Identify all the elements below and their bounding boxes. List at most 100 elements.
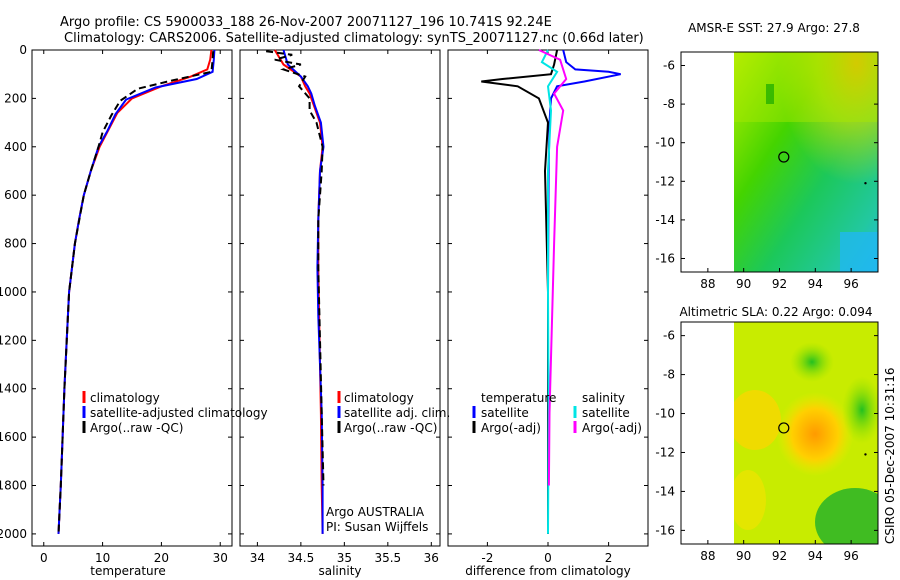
sla-field-south-low [815, 488, 878, 544]
island-dot [864, 182, 867, 185]
legend-label-satellite: satellite adj. clim. [344, 406, 450, 420]
temperature-legend: climatology satellite-adjusted climatolo… [82, 391, 268, 435]
header-line-1: Argo profile: CS 5900033_188 26-Nov-2007… [60, 15, 552, 30]
map-y-tick-label: -12 [655, 445, 675, 459]
map-x-tick-label: 88 [700, 549, 715, 563]
map-x-tick-label: 94 [808, 549, 823, 563]
temperature-axes-frame [31, 49, 233, 547]
series-line-satellite-adjusted-climatology [57, 49, 216, 534]
map-y-tick-label: -16 [655, 523, 675, 537]
sla-map-title: Altimetric SLA: 0.22 Argo: 0.094 [679, 305, 872, 319]
x-tick-label: 0 [544, 551, 552, 565]
sla-field-north-low [790, 342, 834, 382]
legend-label-sal-argo: Argo(-adj) [582, 421, 642, 435]
map-y-tick-label: -8 [663, 97, 675, 111]
sst-field [734, 52, 878, 272]
map-y-tick-label: -14 [655, 213, 675, 227]
legend-heading-temperature: temperature [481, 391, 556, 405]
x-tick-label: 0 [40, 551, 48, 565]
series-line-salinity-argo-adj- [538, 49, 568, 486]
csiro-timestamp: CSIRO 05-Dec-2007 10:31:16 [883, 367, 897, 544]
argo-annotation-line-1: Argo AUSTRALIA [326, 505, 425, 519]
map-y-tick-label: -14 [655, 484, 675, 498]
map-x-tick-label: 94 [808, 277, 823, 291]
map-x-tick-label: 92 [772, 277, 787, 291]
y-tick-label: 1600 [0, 430, 27, 444]
legend-label-climatology: climatology [90, 391, 160, 405]
map-y-tick-label: -10 [655, 136, 675, 150]
sst-argo-position-marker [778, 151, 790, 163]
map-x-tick-label: 92 [772, 549, 787, 563]
map-x-tick-label: 88 [700, 277, 715, 291]
salinity-panel: 34 34.5 35 35.5 36 salinity climatology sate… [239, 49, 450, 578]
sla-field-east-low [842, 376, 878, 444]
legend-label-argo: Argo(..raw -QC) [90, 421, 183, 435]
y-tick-label: 1000 [0, 285, 27, 299]
map-x-tick-label: 96 [843, 277, 858, 291]
series-line-climatology [273, 49, 324, 534]
temperature-panel: 0 10 20 30 0 200 400 600 800 1000 1200 1400 1600 1800… [0, 43, 268, 578]
x-tick-label: 20 [154, 551, 169, 565]
sst-field-north-band [734, 52, 878, 122]
x-tick-label: 10 [95, 551, 110, 565]
x-tick-label: 35 [337, 551, 352, 565]
map-y-tick-label: -8 [663, 368, 675, 382]
legend-label-temp-argo: Argo(-adj) [481, 421, 541, 435]
x-tick-label: 2 [605, 551, 613, 565]
difference-xlabel: difference from climatology [465, 564, 631, 578]
y-tick-label: 200 [4, 91, 27, 105]
series-line-salinity-satellite [540, 49, 559, 534]
sla-field-southwest [734, 470, 766, 530]
sla-map-panel: Altimetric SLA: 0.22 Argo: 0.094 88 90 92 9… [655, 305, 879, 563]
sla-argo-position-marker [778, 422, 790, 434]
y-tick-label: 400 [4, 140, 27, 154]
legend-label-temp-satellite: satellite [481, 406, 529, 420]
map-y-tick-label: -16 [655, 251, 675, 265]
x-tick-label: 34.5 [288, 551, 315, 565]
x-tick-label: -2 [481, 551, 493, 565]
y-tick-label: 0 [19, 43, 27, 57]
series-line-temperature-argo-adj- [481, 49, 559, 534]
sst-map-title: AMSR-E SST: 27.9 Argo: 27.8 [688, 21, 860, 35]
map-y-tick-label: -12 [655, 174, 675, 188]
legend-label-argo: Argo(..raw -QC) [344, 421, 437, 435]
x-tick-label: 35.5 [374, 551, 401, 565]
legend-label-satellite: satellite-adjusted climatology [90, 406, 268, 420]
legend-label-climatology: climatology [344, 391, 414, 405]
map-y-tick-label: -10 [655, 407, 675, 421]
map-y-tick-label: -6 [663, 329, 675, 343]
sst-field-cool-cell [766, 84, 774, 104]
difference-panel: -2 0 2 difference from climatology tempera… [447, 49, 649, 578]
x-tick-label: 30 [213, 551, 228, 565]
island-dot [864, 453, 867, 456]
sst-map-panel: AMSR-E SST: 27.9 Argo: 27.8 88 90 92 94 96 -6… [655, 21, 879, 291]
series-line-argo-raw-qc- [265, 50, 325, 486]
map-y-tick-label: -6 [663, 59, 675, 73]
salinity-xlabel: salinity [318, 564, 361, 578]
salinity-axes-frame [239, 49, 441, 547]
sla-field [734, 322, 878, 544]
salinity-legend: climatology satellite adj. clim. Argo(..… [337, 391, 450, 435]
series-line-temperature-satellite [547, 49, 621, 534]
map-x-tick-label: 90 [736, 549, 751, 563]
header-line-2: Climatology: CARS2006. Satellite-adjuste… [64, 31, 644, 46]
series-line-argo-raw-qc- [57, 51, 215, 534]
argo-annotation-line-2: PI: Susan Wijffels [326, 520, 428, 534]
y-tick-label: 2000 [0, 527, 27, 541]
series-line-climatology [57, 49, 213, 534]
y-tick-label: 1200 [0, 333, 27, 347]
x-tick-label: 34 [250, 551, 265, 565]
y-tick-label: 600 [4, 188, 27, 202]
sst-field-cold-corner [840, 232, 878, 272]
map-x-tick-label: 90 [736, 277, 751, 291]
difference-legend: temperature satellite Argo(-adj) salinit… [472, 391, 642, 435]
legend-heading-salinity: salinity [582, 391, 625, 405]
x-tick-label: 36 [424, 551, 439, 565]
y-tick-label: 1400 [0, 382, 27, 396]
legend-label-sal-satellite: satellite [582, 406, 630, 420]
map-x-tick-label: 96 [843, 549, 858, 563]
y-tick-label: 800 [4, 237, 27, 251]
y-tick-label: 1800 [0, 479, 27, 493]
sla-field-west-anomaly [734, 390, 781, 450]
